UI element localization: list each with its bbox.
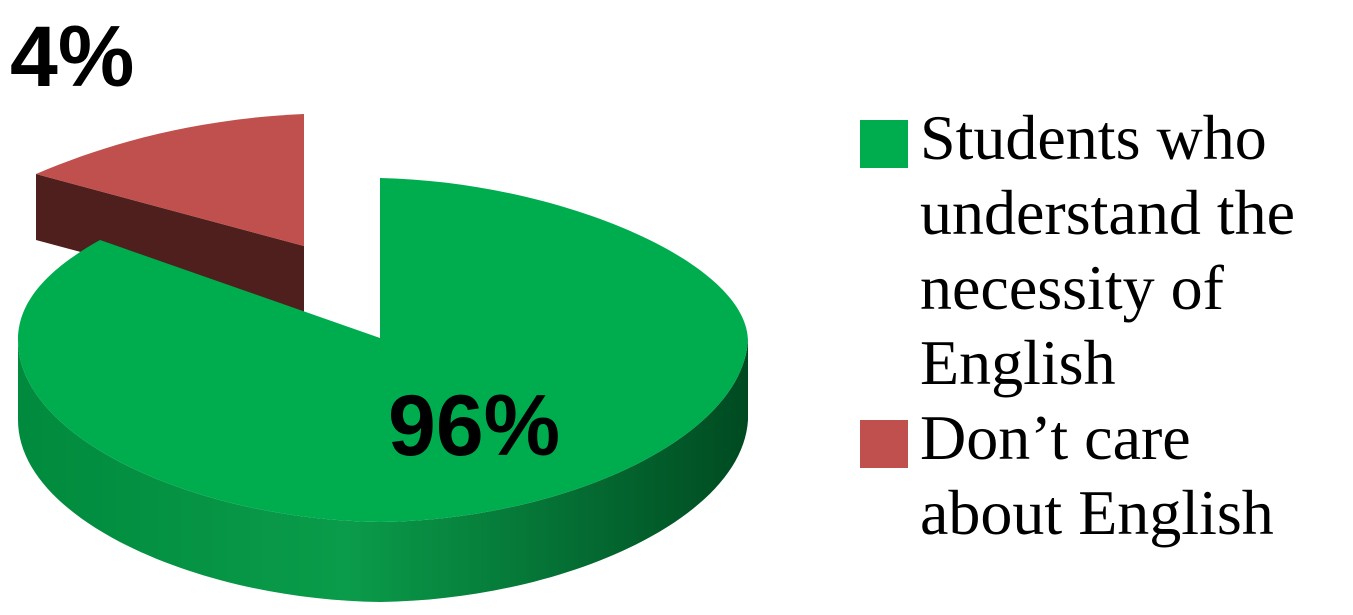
- legend-label: Students who understand the necessity of…: [920, 102, 1295, 398]
- slice-dont-care: [36, 114, 304, 246]
- legend-swatch-green: [860, 120, 908, 168]
- slice-students-understand: [18, 178, 748, 522]
- legend-swatch-red: [860, 420, 908, 468]
- legend-item-students-understand: Students who understand the necessity of…: [858, 100, 1348, 400]
- slice-side-students-understand: [18, 340, 748, 602]
- legend-label: Don’t care about English: [920, 402, 1274, 548]
- data-label-students-understand: 96%: [388, 378, 560, 474]
- data-label-dont-care: 4%: [10, 9, 134, 105]
- legend-item-dont-care: Don’t care about English: [858, 400, 1348, 550]
- legend: Students who understand the necessity of…: [858, 100, 1348, 550]
- slice-side-dont-care: [36, 174, 304, 312]
